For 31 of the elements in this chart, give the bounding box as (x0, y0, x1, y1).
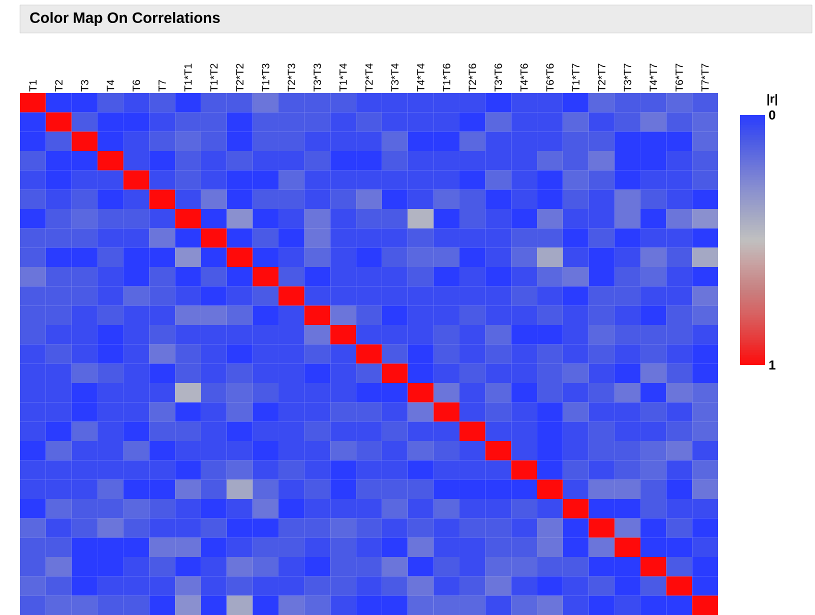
color-bar-label: 0 (769, 110, 776, 120)
x-tick-label: T1*T1 (184, 64, 192, 92)
x-tick-label: T1*T7 (572, 64, 580, 92)
x-tick-label: T2*T7 (598, 64, 606, 92)
x-tick-label: T6*T7 (676, 64, 683, 92)
x-tick-label: T2*T2 (236, 64, 244, 92)
x-tick-label: T3*T3 (314, 64, 322, 92)
x-tick-label: T3 (80, 80, 88, 92)
x-tick-label: T3*T7 (624, 64, 632, 92)
x-tick-label: T3*T4 (391, 64, 399, 92)
x-tick-label: T1*T2 (210, 64, 218, 92)
color-bar-title: |r| (767, 94, 778, 106)
x-tick-label: T2*T3 (288, 64, 296, 92)
color-bar-label: 1 (769, 360, 776, 370)
x-tick-label: T3*T6 (494, 64, 502, 92)
x-tick-label: T7 (158, 80, 166, 92)
x-tick-label: T1*T4 (340, 64, 347, 92)
x-tick-label: T4*T7 (650, 64, 657, 92)
x-tick-label: T4*T4 (417, 64, 424, 92)
x-tick-label: T4 (106, 80, 114, 92)
x-tick-label: T6*T6 (546, 64, 554, 92)
x-tick-label: T6 (132, 80, 140, 92)
x-tick-label: T1 (29, 80, 37, 92)
x-tick-label: T7*T7 (701, 64, 709, 92)
x-tick-label: T1*T3 (262, 64, 270, 92)
x-tick-label: T4*T6 (520, 64, 528, 92)
x-tick-label: T2 (55, 80, 62, 92)
x-tick-label: T2*T6 (468, 64, 476, 92)
x-tick-label: T2*T4 (365, 64, 373, 92)
x-tick-label: T1*T6 (442, 64, 450, 92)
chart-title: Color Map On Correlations (30, 12, 220, 26)
